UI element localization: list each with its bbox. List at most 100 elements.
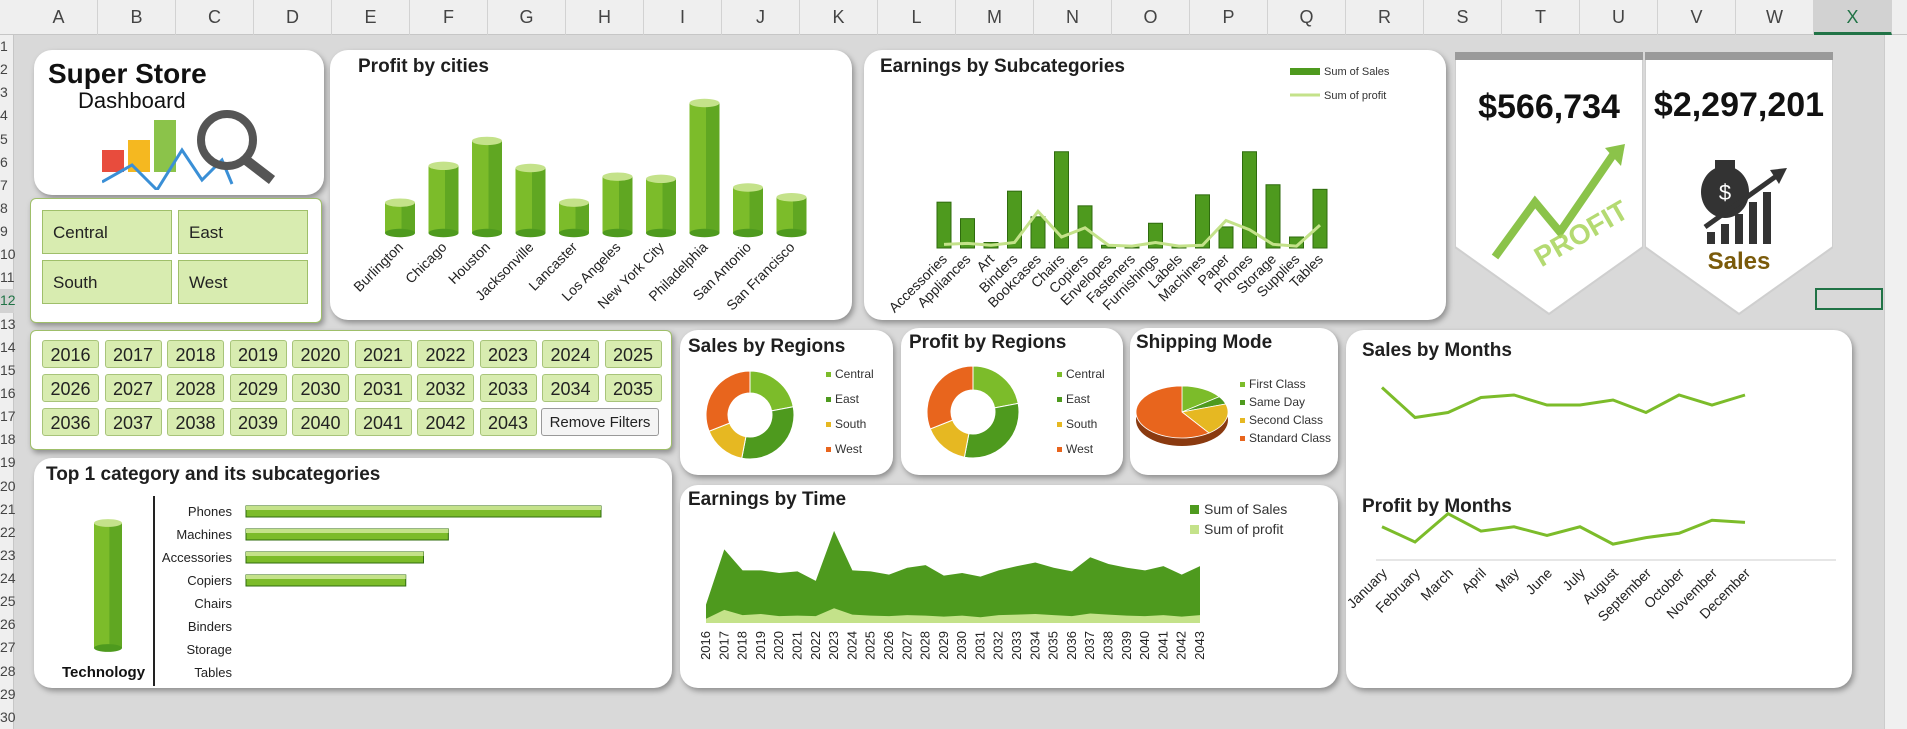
year-slicer-item-2037[interactable]: 2037 (104, 408, 162, 436)
row-header-20[interactable]: 20 (0, 477, 16, 494)
active-cell-x12[interactable] (1815, 288, 1883, 310)
column-header-i[interactable]: I (644, 0, 722, 35)
top-subcat-label-7: Tables (194, 665, 232, 680)
year-slicer-item-2032[interactable]: 2032 (417, 374, 474, 402)
row-header-12[interactable]: 12 (0, 289, 16, 313)
column-header-k[interactable]: K (800, 0, 878, 35)
year-slicer-item-2022[interactable]: 2022 (417, 340, 474, 368)
row-header-3[interactable]: 3 (0, 84, 8, 101)
row-header-8[interactable]: 8 (0, 199, 8, 216)
column-header-u[interactable]: U (1580, 0, 1658, 35)
column-header-g[interactable]: G (488, 0, 566, 35)
row-header-11[interactable]: 11 (0, 269, 15, 286)
year-slicer-item-2025[interactable]: 2025 (604, 340, 662, 368)
time-label-7: 2023 (826, 631, 841, 660)
year-slicer-item-2035[interactable]: 2035 (604, 374, 662, 402)
row-header-24[interactable]: 24 (0, 570, 16, 587)
column-header-l[interactable]: L (878, 0, 956, 35)
sales-kpi-value: $2,297,201 (1653, 86, 1825, 124)
year-slicer-item-2024[interactable]: 2024 (542, 340, 599, 368)
row-header-30[interactable]: 30 (0, 708, 16, 725)
remove-filters-button[interactable]: Remove Filters (541, 408, 659, 436)
row-header-26[interactable]: 26 (0, 616, 16, 633)
column-header-r[interactable]: R (1346, 0, 1424, 35)
row-header-23[interactable]: 23 (0, 546, 16, 563)
row-header-29[interactable]: 29 (0, 685, 16, 702)
year-slicer-item-2021[interactable]: 2021 (354, 340, 412, 368)
profit-by-regions-title: Profit by Regions (909, 332, 1067, 353)
column-header-m[interactable]: M (956, 0, 1034, 35)
year-slicer-item-2023[interactable]: 2023 (479, 340, 537, 368)
column-header-f[interactable]: F (410, 0, 488, 35)
row-header-6[interactable]: 6 (0, 153, 8, 170)
column-header-d[interactable]: D (254, 0, 332, 35)
year-slicer-item-2034[interactable]: 2034 (542, 374, 599, 402)
year-slicer-item-2041[interactable]: 2041 (354, 408, 412, 436)
row-header-28[interactable]: 28 (0, 662, 16, 679)
column-header-n[interactable]: N (1034, 0, 1112, 35)
row-header-10[interactable]: 10 (0, 246, 16, 263)
row-header-5[interactable]: 5 (0, 130, 8, 147)
year-slicer-item-2028[interactable]: 2028 (167, 374, 224, 402)
column-header-h[interactable]: H (566, 0, 644, 35)
column-header-c[interactable]: C (176, 0, 254, 35)
row-header-27[interactable]: 27 (0, 639, 16, 656)
row-header-9[interactable]: 9 (0, 223, 8, 240)
year-slicer-item-2030[interactable]: 2030 (292, 374, 349, 402)
time-label-22: 2038 (1101, 631, 1116, 660)
row-header-13[interactable]: 13 (0, 315, 16, 332)
column-header-t[interactable]: T (1502, 0, 1580, 35)
column-header-x[interactable]: X (1814, 0, 1892, 35)
year-slicer-item-2043[interactable]: 2043 (479, 408, 537, 436)
row-header-17[interactable]: 17 (0, 408, 16, 425)
column-header-q[interactable]: Q (1268, 0, 1346, 35)
year-slicer-item-2038[interactable]: 2038 (167, 408, 224, 436)
year-slicer-item-2033[interactable]: 2033 (479, 374, 537, 402)
column-header-o[interactable]: O (1112, 0, 1190, 35)
vertical-scrollbar[interactable] (1884, 35, 1907, 729)
year-slicer-item-2018[interactable]: 2018 (167, 340, 224, 368)
subcat-sales-bar-13 (1242, 151, 1257, 249)
column-header-p[interactable]: P (1190, 0, 1268, 35)
year-slicer-item-2027[interactable]: 2027 (104, 374, 162, 402)
row-header-15[interactable]: 15 (0, 361, 16, 378)
region-slicer-item-east[interactable]: East (178, 210, 308, 254)
top-subcat-bar-highlight-0 (246, 506, 601, 510)
column-header-w[interactable]: W (1736, 0, 1814, 35)
row-header-19[interactable]: 19 (0, 454, 16, 471)
row-header-2[interactable]: 2 (0, 61, 8, 78)
region-slicer-item-south[interactable]: South (42, 260, 172, 304)
row-header-4[interactable]: 4 (0, 107, 8, 124)
year-slicer-item-2026[interactable]: 2026 (42, 374, 99, 402)
column-header-b[interactable]: B (98, 0, 176, 35)
column-header-a[interactable]: A (20, 0, 98, 35)
year-slicer-item-2020[interactable]: 2020 (292, 340, 349, 368)
region-slicer-item-central[interactable]: Central (42, 210, 172, 254)
row-header-25[interactable]: 25 (0, 593, 16, 610)
region-slicer-item-west[interactable]: West (178, 260, 308, 304)
year-slicer-item-2016[interactable]: 2016 (42, 340, 99, 368)
row-header-21[interactable]: 21 (0, 500, 16, 517)
row-header-7[interactable]: 7 (0, 176, 8, 193)
year-slicer-item-2031[interactable]: 2031 (354, 374, 412, 402)
year-slicer-item-2036[interactable]: 2036 (42, 408, 99, 436)
row-header-16[interactable]: 16 (0, 385, 16, 401)
year-slicer-item-2019[interactable]: 2019 (229, 340, 287, 368)
time-label-17: 2033 (1009, 631, 1024, 660)
year-slicer-item-2039[interactable]: 2039 (229, 408, 287, 436)
technology-cylinder (94, 519, 122, 652)
column-header-s[interactable]: S (1424, 0, 1502, 35)
year-slicer-item-2029[interactable]: 2029 (229, 374, 287, 402)
column-header-j[interactable]: J (722, 0, 800, 35)
row-header-14[interactable]: 14 (0, 338, 16, 355)
year-slicer-item-2040[interactable]: 2040 (292, 408, 349, 436)
column-header-v[interactable]: V (1658, 0, 1736, 35)
dashboard-subtitle: Dashboard (78, 88, 186, 113)
row-header-18[interactable]: 18 (0, 431, 16, 448)
column-header-e[interactable]: E (332, 0, 410, 35)
top-subcat-label-4: Chairs (194, 596, 232, 611)
row-header-22[interactable]: 22 (0, 523, 16, 540)
year-slicer-item-2042[interactable]: 2042 (417, 408, 474, 436)
row-header-1[interactable]: 1 (0, 38, 8, 54)
year-slicer-item-2017[interactable]: 2017 (104, 340, 162, 368)
